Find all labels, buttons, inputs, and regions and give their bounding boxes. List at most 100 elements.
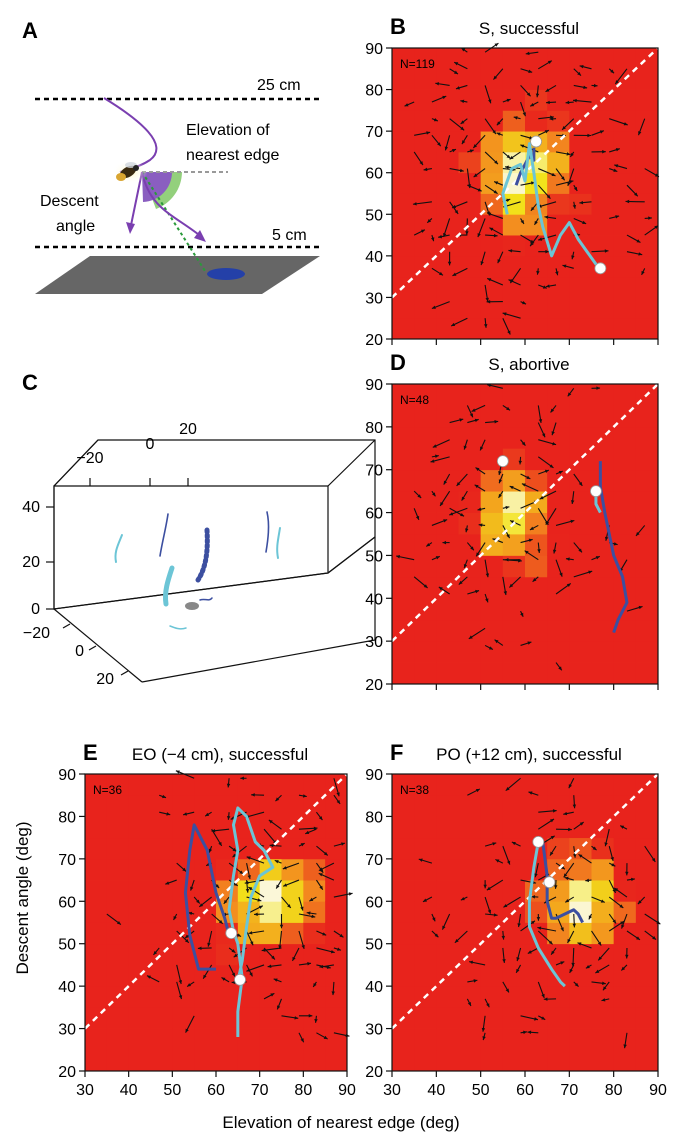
heatmap-cell (613, 1007, 637, 1029)
y-tick-label: 90 (58, 767, 76, 784)
heatmap-cell (436, 255, 459, 278)
heatmap-cell (85, 943, 108, 966)
heatmap-cell (569, 151, 592, 174)
flow-arrowhead (483, 324, 488, 328)
heatmap-cell (613, 858, 637, 881)
heatmap-cell (502, 774, 526, 796)
heatmap-cell (194, 774, 217, 796)
flow-arrowhead (530, 242, 534, 247)
flow-arrowhead (239, 870, 244, 875)
heatmap-cell (480, 1028, 504, 1051)
heatmap-cell (502, 576, 526, 599)
heatmap-cell (392, 110, 415, 132)
x-tick-label: 80 (294, 1082, 312, 1099)
flow-arrowhead (493, 913, 498, 917)
flow-arrowhead (254, 912, 258, 917)
flow-arrowhead (270, 993, 275, 997)
flow-arrowhead (218, 920, 223, 924)
flow-arrowhead (178, 980, 183, 985)
heatmap-cell (635, 318, 659, 340)
heatmap-cell (591, 193, 615, 215)
heatmap-cell (458, 555, 482, 578)
heatmap-cell (414, 880, 437, 902)
heatmap-cell (502, 1007, 526, 1029)
heatmap-cell (525, 48, 548, 70)
flow-arrowhead (313, 826, 318, 831)
heatmap-cell (458, 151, 482, 174)
3d-top-tick-3: 20 (179, 421, 197, 438)
flow-arrowhead (318, 873, 323, 877)
panel-d-label: D (390, 350, 406, 375)
flow-arrowhead (438, 271, 443, 276)
panel-e: E EO (−4 cm), successfulN=362030405060708… (58, 740, 356, 1099)
heatmap-cell (613, 48, 637, 70)
flow-arrowhead (427, 219, 432, 223)
heatmap-cell (502, 816, 526, 839)
heatmap-cell (569, 384, 592, 406)
heatmap-cell (392, 405, 415, 428)
heatmap-cell (480, 662, 504, 685)
flow-arrowhead (467, 184, 472, 189)
heatmap-cell (480, 48, 504, 70)
y-tick-label: 20 (365, 332, 383, 349)
flow-arrowhead (539, 495, 544, 500)
flow-arrowhead (489, 227, 494, 231)
panel-b: B S, successful N=119 20 30 40 50 60 70 80 90 (365, 14, 660, 349)
y-tick-label: 40 (58, 979, 76, 996)
heatmap-cell (591, 318, 615, 340)
flow-arrows (418, 777, 661, 1049)
heatmap-cell (436, 858, 459, 881)
flow-arrowhead (331, 991, 335, 996)
flow-arrowhead (419, 161, 423, 166)
heatmap-cell (259, 922, 282, 945)
heatmap-cell (216, 1028, 239, 1051)
heatmap-cell (414, 172, 437, 194)
flow-arrowhead (244, 880, 249, 885)
3d-top-tick-1: −20 (76, 450, 103, 467)
heatmap-cell (635, 619, 659, 642)
y-tick-label: 50 (58, 937, 76, 954)
heatmap-cell (502, 837, 526, 860)
flow-arrowhead (323, 1035, 328, 1040)
heatmap-cell (547, 986, 570, 1008)
heatmap-cell (525, 1049, 548, 1072)
flow-arrowhead (460, 99, 465, 104)
flow-arrowhead (483, 884, 487, 889)
heatmap-cell (194, 1049, 217, 1072)
flow-arrowhead (613, 542, 618, 546)
track-main-dark (195, 527, 210, 583)
heatmap-cell (547, 774, 570, 796)
flow-arrowhead (417, 494, 422, 498)
heatmap-cell (436, 448, 459, 471)
heatmap-cell (392, 641, 415, 663)
flow-arrowhead (505, 165, 509, 169)
heatmap-cell (502, 964, 526, 987)
heatmap-cell (458, 1028, 482, 1051)
heatmap-cell (613, 89, 637, 111)
heatmap-cell (85, 901, 108, 923)
flow-arrowhead (600, 899, 605, 903)
panel-a: A 25 cm 5 cm Elevation of nearest edge D… (22, 18, 320, 294)
panel-c-label: C (22, 370, 38, 395)
heatmap-cell (392, 512, 415, 535)
edge-sight-line (141, 171, 206, 272)
heatmap-cell (458, 48, 482, 70)
flow-arrowhead (218, 841, 222, 846)
heatmap-cell (436, 193, 459, 215)
heatmap-cell (106, 837, 130, 860)
heatmap-cell (613, 901, 637, 923)
flow-arrowhead (552, 549, 557, 554)
heatmap-cell (569, 255, 592, 278)
heatmap-cell (106, 880, 130, 902)
flow-arrowhead (498, 479, 503, 484)
heatmap-cell (128, 858, 151, 881)
heatmap-cell (303, 858, 326, 881)
heatmap-cell (502, 491, 526, 513)
heatmap-cell (106, 1049, 130, 1072)
flow-arrowhead (231, 972, 235, 977)
heatmap-cell (480, 384, 504, 406)
heatmap-cell (635, 534, 659, 556)
flow-arrowhead (461, 47, 466, 52)
3d-flight-tracks (114, 511, 281, 630)
flow-arrowhead (610, 857, 614, 861)
